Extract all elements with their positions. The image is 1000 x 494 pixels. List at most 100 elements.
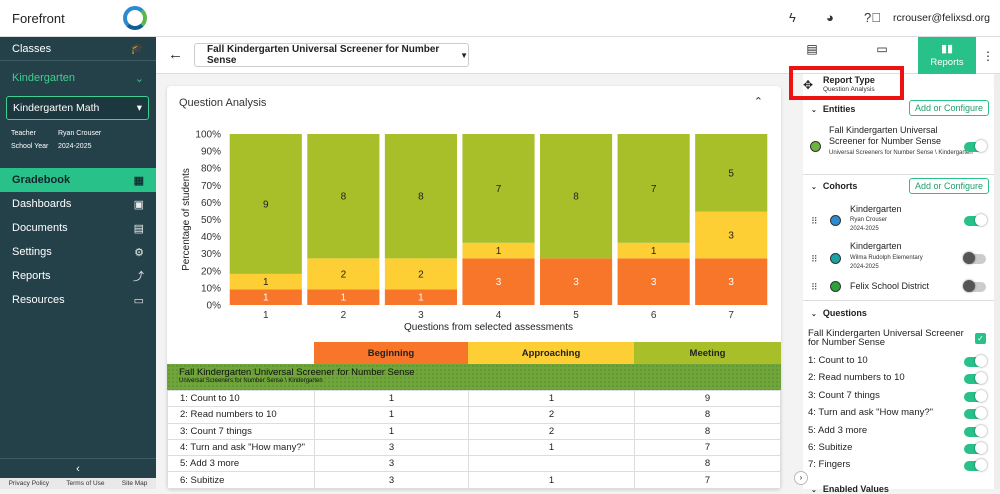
- sidebar-item-gradebook[interactable]: Gradebook ▦: [0, 168, 156, 192]
- question-toggle-label: 3: Count 7 things: [808, 389, 880, 401]
- drag-handle-icon[interactable]: ⠿: [811, 216, 818, 226]
- class-select-value: Kindergarten Math: [13, 102, 100, 114]
- question-toggle[interactable]: [964, 372, 987, 385]
- meeting-cell: 8: [634, 422, 781, 440]
- entity-toggle[interactable]: [964, 140, 987, 152]
- config-scrollbar[interactable]: [994, 74, 1000, 489]
- entity-subtitle: Universal Screeners for Number Sense \ K…: [829, 150, 973, 156]
- question-cell: 2: Read numbers to 10: [167, 406, 315, 424]
- bar-segment-approaching: [462, 242, 535, 259]
- back-arrow-icon[interactable]: ←: [168, 46, 183, 63]
- class-select[interactable]: Kindergarten Math ▾: [6, 96, 149, 120]
- x-tick-label: 6: [651, 310, 657, 321]
- question-cell: 4: Turn and ask "How many?": [167, 438, 315, 457]
- cohort-toggle[interactable]: [963, 252, 986, 264]
- y-tick-label: 0%: [207, 301, 222, 312]
- caret-down-icon: ⌄: [811, 107, 817, 114]
- y-tick-label: 10%: [201, 283, 221, 294]
- drag-handle-icon[interactable]: ⠿: [811, 282, 818, 292]
- bar-data-label: 2: [418, 269, 424, 280]
- sidebar-item-settings[interactable]: Settings ⚙: [0, 240, 156, 264]
- collapse-sidebar-button[interactable]: ‹: [0, 458, 156, 478]
- sidebar-item-resources[interactable]: Resources ▭: [0, 288, 156, 312]
- cohort-toggle[interactable]: [964, 214, 987, 226]
- palette-icon[interactable]: ◕: [826, 10, 834, 25]
- document-icon: ▤: [133, 222, 144, 235]
- table-row: 1: Count to 10 1 1 9: [167, 389, 781, 408]
- sidebar-item-label: Settings: [12, 246, 52, 258]
- user-email[interactable]: rcrouser@felixsd.org: [892, 12, 990, 24]
- cohort-sub2: 2024-2025: [850, 226, 879, 232]
- entities-label: Entities: [822, 104, 856, 114]
- sidebar-item-label: Resources: [12, 294, 65, 306]
- terms-link[interactable]: Terms of Use: [66, 480, 105, 487]
- help-icon[interactable]: ?⃝: [864, 10, 881, 25]
- add-cohort-button[interactable]: Add or Configure: [908, 178, 989, 194]
- questions-header[interactable]: ⌄ Questions: [811, 308, 867, 318]
- entities-header[interactable]: ⌄ Entities: [811, 104, 855, 114]
- more-vertical-icon[interactable]: ⋮: [982, 49, 994, 63]
- assessment-bar: ← Fall Kindergarten Universal Screener f…: [156, 37, 777, 74]
- enabled-values-label: Enabled Values: [822, 484, 889, 494]
- bar-segment-beginning: [229, 289, 302, 305]
- question-toggle-label: 5: Add 3 more: [808, 424, 868, 436]
- app-name: Forefront: [12, 10, 65, 26]
- sitemap-link[interactable]: Site Map: [121, 480, 148, 487]
- year-row: School Year 2024-2025: [0, 143, 156, 150]
- x-tick-label: 7: [728, 310, 734, 321]
- cohorts-header[interactable]: ⌄ Cohorts: [811, 181, 857, 191]
- panel-toggle-handle[interactable]: ›: [794, 471, 808, 485]
- question-toggle[interactable]: [964, 442, 987, 454]
- question-toggle[interactable]: [964, 459, 987, 472]
- report-type-value: Question Analysis: [823, 86, 875, 93]
- x-tick-label: 4: [496, 310, 502, 321]
- bar-segment-meeting: [229, 134, 302, 274]
- classes-nav[interactable]: Classes 🎓: [0, 37, 156, 61]
- x-tick-label: 5: [573, 310, 579, 321]
- checkbox-icon[interactable]: ✓: [975, 333, 986, 344]
- tab-reports[interactable]: ▮▮ Reports: [918, 37, 976, 74]
- bar-segment-meeting: [462, 134, 535, 243]
- question-toggle[interactable]: [964, 407, 987, 420]
- lightning-icon[interactable]: ϟ: [789, 10, 796, 25]
- assessment-select[interactable]: Fall Kindergarten Universal Screener for…: [194, 43, 469, 67]
- chevron-up-icon[interactable]: ⌃: [753, 96, 763, 108]
- y-tick-label: 20%: [201, 266, 221, 277]
- tab-interview[interactable]: ▭: [847, 37, 917, 74]
- sidebar-item-label: Reports: [12, 270, 51, 282]
- bar-data-label: 8: [341, 192, 347, 203]
- grade-toggle[interactable]: Kindergarten ⌄: [0, 66, 156, 90]
- year-key: School Year: [11, 143, 49, 150]
- cohort-toggle[interactable]: [963, 280, 986, 292]
- bar-segment-approaching: [384, 258, 457, 290]
- bar-segment-approaching: [617, 242, 690, 259]
- bar-data-label: 9: [263, 199, 269, 210]
- cohort-color-dot: [830, 281, 841, 292]
- caret-down-icon: ⌄: [811, 184, 817, 191]
- question-toggle[interactable]: [964, 389, 987, 402]
- question-toggle[interactable]: [964, 355, 987, 367]
- question-cell: 3: Count 7 things: [167, 422, 315, 440]
- bar-segment-approaching: [229, 273, 302, 290]
- drag-handle-icon[interactable]: ⠿: [811, 254, 818, 264]
- add-entity-button[interactable]: Add or Configure: [908, 100, 989, 116]
- tab-gradebook[interactable]: ▤: [777, 37, 847, 74]
- teacher-row: Teacher Ryan Crouser: [0, 130, 156, 137]
- year-value: 2024-2025: [58, 143, 92, 150]
- beginning-cell: 3: [314, 471, 469, 489]
- enabled-values-header[interactable]: ⌄ Enabled Values: [811, 484, 889, 494]
- bar-data-label: 7: [651, 184, 657, 195]
- questions-label: Questions: [822, 308, 867, 318]
- question-toggle-label: 7: Fingers: [808, 459, 851, 471]
- question-toggle[interactable]: [964, 424, 987, 437]
- sidebar-item-dashboards[interactable]: Dashboards ▣: [0, 192, 156, 216]
- bar-segment-beginning: [307, 289, 380, 305]
- approaching-cell: 1: [468, 438, 635, 457]
- top-bar: ϟ ◕ ?⃝ rcrouser@felixsd.org: [156, 0, 1000, 37]
- x-tick-label: 1: [263, 310, 269, 321]
- privacy-link[interactable]: Privacy Policy: [8, 480, 50, 487]
- meeting-cell: 7: [634, 471, 781, 489]
- sidebar-item-documents[interactable]: Documents ▤: [0, 216, 156, 240]
- sidebar-item-reports[interactable]: Reports ⤴: [0, 264, 156, 288]
- x-tick-label: 2: [341, 310, 347, 321]
